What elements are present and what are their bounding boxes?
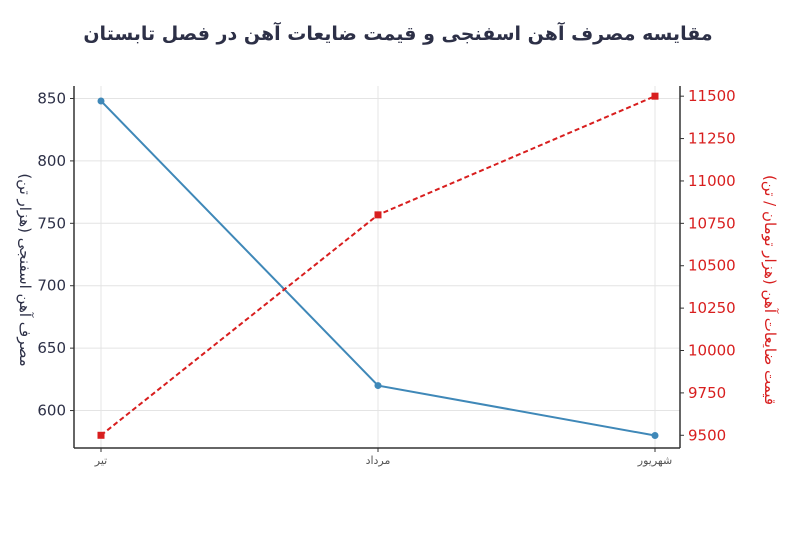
x-tick-label: مرداد xyxy=(366,454,391,467)
left-axis-ticks: 600 650 700 750 800 850 xyxy=(37,89,74,420)
series-2-point xyxy=(374,211,382,219)
right-tick-label: 11000 xyxy=(688,172,736,190)
series-2-point xyxy=(651,92,659,100)
right-tick-label: 9500 xyxy=(688,426,726,444)
grid xyxy=(74,86,680,448)
series-1-point xyxy=(97,97,105,105)
x-tick-label: شهریور xyxy=(637,454,672,467)
left-tick-label: 600 xyxy=(37,402,66,420)
left-tick-label: 700 xyxy=(37,277,66,295)
right-axis-ticks: 9500 9750 10000 10250 10500 10750 11000 11250 11… xyxy=(680,87,736,444)
left-tick-label: 650 xyxy=(37,339,66,357)
right-tick-label: 10000 xyxy=(688,342,736,360)
axes xyxy=(73,86,681,449)
series-2-point xyxy=(97,431,105,439)
x-axis-ticks: تیر مرداد شهریور xyxy=(94,448,672,467)
series-1-point xyxy=(374,382,382,390)
right-axis-label: قیمت ضایعات آهن (هزار تومان / تن) xyxy=(761,175,779,405)
right-tick-label: 9750 xyxy=(688,384,726,402)
right-tick-label: 10750 xyxy=(688,214,736,232)
x-tick-label: تیر xyxy=(94,454,107,467)
right-tick-label: 11250 xyxy=(688,130,736,148)
chart-title: مقایسه مصرف آهن اسفنجی و قیمت ضایعات آهن… xyxy=(83,21,712,45)
right-tick-label: 11500 xyxy=(688,87,736,105)
left-tick-label: 850 xyxy=(37,89,66,107)
left-tick-label: 800 xyxy=(37,152,66,170)
series xyxy=(97,92,659,440)
left-axis-label: مصرف آهن اسفنجی (هزار تن) xyxy=(16,173,34,366)
right-tick-label: 10250 xyxy=(688,299,736,317)
left-tick-label: 750 xyxy=(37,214,66,232)
series-1-point xyxy=(651,432,659,440)
right-tick-label: 10500 xyxy=(688,257,736,275)
